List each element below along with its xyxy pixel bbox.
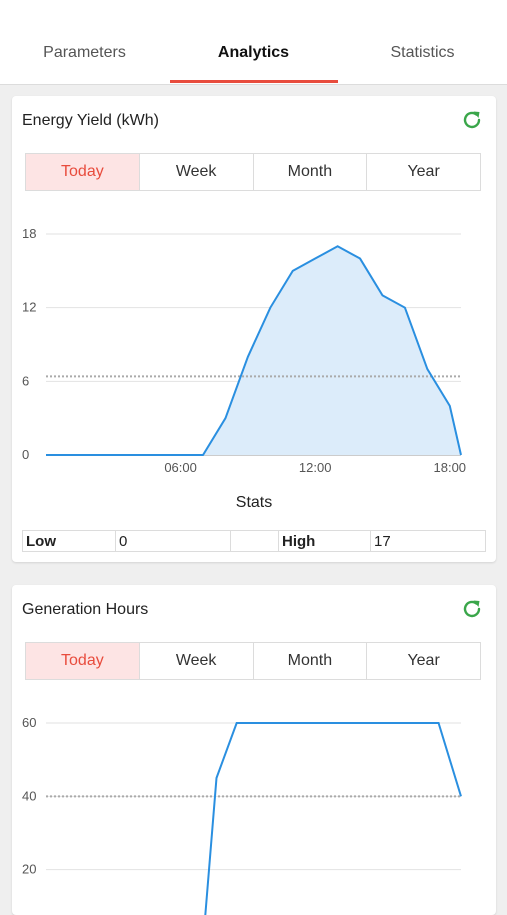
y-tick-label: 60 [22,715,36,730]
y-tick-label: 20 [22,862,36,877]
energy-yield-chart: 0 6 12 18 06:00 12:00 18:00 [22,226,467,475]
active-tab-indicator [170,80,338,83]
tab-parameters[interactable]: Parameters [43,44,126,61]
x-tick-label: 12:00 [299,460,332,475]
period-year-button[interactable]: Year [366,643,480,679]
card-title: Energy Yield (kWh) [22,112,159,129]
x-tick-label: 18:00 [434,460,467,475]
period-selector: Today Week Month Year [25,642,481,680]
generation-hours-card: Generation Hours Today Week Month Year 2… [12,585,496,915]
tab-analytics[interactable]: Analytics [217,44,290,61]
period-today-button[interactable]: Today [26,154,139,190]
period-week-button[interactable]: Week [138,154,253,190]
y-tick-label: 40 [22,788,36,803]
y-tick-label: 6 [22,373,29,388]
top-tab-bar: Parameters Analytics Statistics [0,0,507,85]
x-tick-label: 06:00 [164,460,197,475]
period-year-button[interactable]: Year [366,154,480,190]
series-line [46,245,462,456]
series-area [46,246,461,455]
stats-high-value: 17 [374,532,391,550]
stats-low-label: Low [23,531,116,551]
refresh-icon[interactable] [460,108,484,132]
stats-caption: Stats [235,494,273,511]
series-line [204,722,462,915]
period-week-button[interactable]: Week [138,643,253,679]
stats-table: Low 0 High 17 [22,530,486,552]
period-month-button[interactable]: Month [252,154,367,190]
card-title: Generation Hours [22,601,149,618]
energy-yield-card: Energy Yield (kWh) Today Week Month Year… [12,96,496,562]
y-tick-label: 0 [22,447,29,462]
tab-statistics[interactable]: Statistics [390,44,455,61]
refresh-icon[interactable] [460,597,484,621]
period-month-button[interactable]: Month [252,643,367,679]
period-selector: Today Week Month Year [25,153,481,191]
period-today-button[interactable]: Today [26,643,139,679]
y-tick-label: 12 [22,300,36,315]
stats-low-value: 0 [116,531,231,551]
generation-hours-chart: 20 40 60 [22,715,462,915]
stats-spacer [231,531,279,551]
y-tick-label: 18 [22,226,36,241]
stats-high-label: High [279,531,371,551]
